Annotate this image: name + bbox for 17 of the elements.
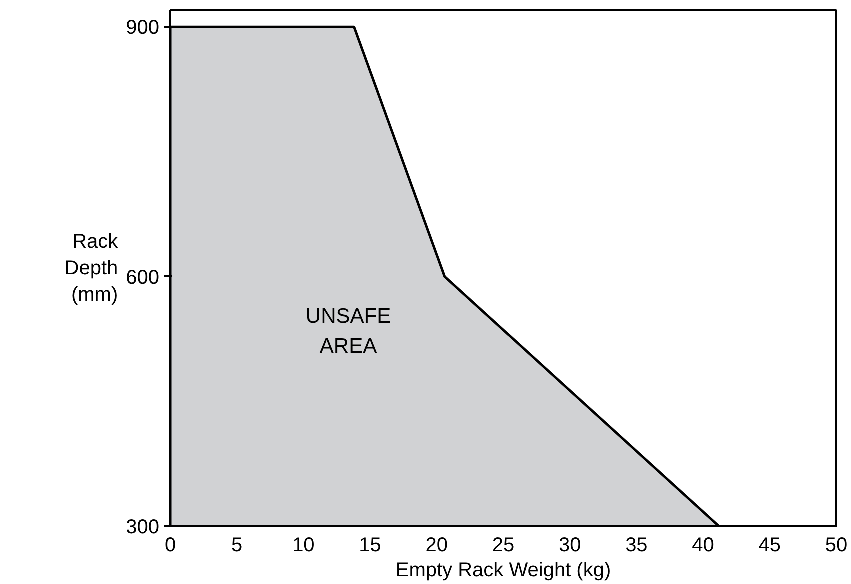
y-tick-label: 300 <box>126 516 160 538</box>
x-tick-label: 20 <box>426 534 448 556</box>
x-tick-label: 0 <box>164 534 176 556</box>
x-tick-label: 40 <box>692 534 714 556</box>
x-tick-label: 5 <box>232 534 243 556</box>
annotation: UNSAFE AREA <box>306 305 392 358</box>
x-tick-label: 35 <box>626 534 648 556</box>
x-axis-title: Empty Rack Weight (kg) <box>396 560 612 582</box>
x-tick-label: 10 <box>292 534 315 556</box>
x-tick-label: 15 <box>359 534 382 556</box>
x-tick-label: 50 <box>825 534 848 556</box>
x-tick-label: 25 <box>492 534 515 556</box>
y-tick-label: 900 <box>126 17 160 40</box>
x-tick-label: 45 <box>758 534 782 556</box>
y-axis-title: Rack Depth (mm) <box>64 231 120 306</box>
x-tick-label: 30 <box>558 534 582 556</box>
y-tick-label: 600 <box>126 266 160 289</box>
